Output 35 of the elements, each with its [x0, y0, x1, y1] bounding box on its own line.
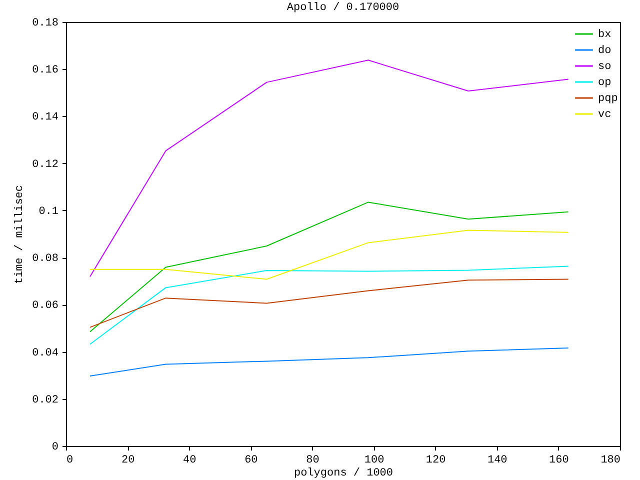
y-tick-label: 0	[52, 442, 58, 454]
x-tick-label: 20	[121, 454, 135, 466]
y-axis-title: time / millisec	[14, 184, 26, 284]
y-tick-label: 0.02	[32, 394, 58, 406]
legend-label: op	[598, 77, 612, 89]
x-tick-label: 60	[244, 454, 258, 466]
x-tick-label: 40	[183, 454, 196, 466]
x-tick-label: 160	[549, 454, 569, 466]
legend-label: vc	[598, 109, 612, 121]
y-tick-label: 0.14	[32, 112, 59, 124]
y-tick-label: 0.04	[32, 347, 59, 360]
x-tick-label: 140	[487, 454, 508, 466]
line-series	[90, 266, 569, 345]
line-series	[90, 202, 569, 332]
legend-label: bx	[598, 29, 612, 41]
y-tick-label: 0.12	[32, 158, 58, 171]
y-tick-label: 0.1	[38, 206, 59, 218]
line-series	[90, 60, 569, 278]
x-tick-label: 100	[364, 454, 384, 466]
line-series	[90, 348, 569, 377]
x-tick-label: 80	[306, 454, 320, 466]
x-tick-label: 0	[66, 454, 74, 466]
legend-label: do	[598, 45, 612, 57]
legend-label: so	[598, 61, 612, 73]
legend-label: pqp	[598, 93, 618, 105]
x-tick-label: 180	[600, 454, 620, 466]
y-tick-label: 0.16	[32, 64, 58, 77]
y-tick-label: 0.18	[32, 18, 58, 30]
x-axis-title: polygons / 1000	[294, 468, 394, 480]
y-tick-label: 0.08	[32, 253, 58, 266]
chart-title: Apollo / 0.170000	[286, 2, 400, 14]
x-tick-label: 120	[426, 454, 446, 466]
line-series	[90, 278, 569, 328]
line-series	[90, 230, 569, 280]
y-tick-label: 0.06	[32, 300, 58, 312]
